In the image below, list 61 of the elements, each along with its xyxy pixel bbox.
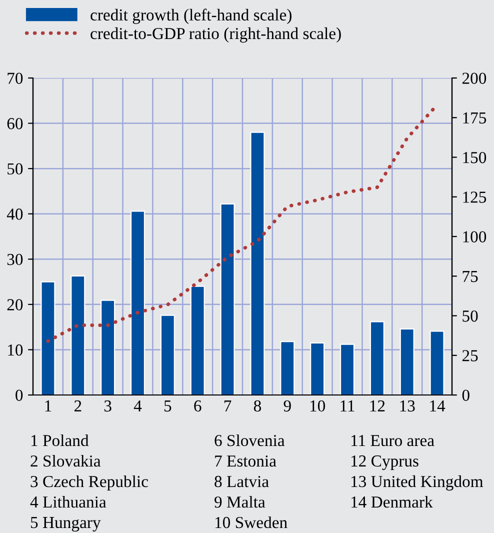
bar [70,275,86,395]
bar [400,328,414,395]
bar [340,344,355,395]
y2-tick-label: 175 [463,112,486,124]
text: 2 Slovakia [30,454,101,467]
bar [310,342,325,395]
text: 4 Lithuania [30,496,106,508]
bar [100,300,116,395]
y2-tick-label: 25 [462,350,478,362]
bar [190,286,205,395]
text: 3 Czech Republic [30,475,148,491]
x-tick-label: 3 [104,400,112,412]
x-tick-label: 14 [430,400,446,412]
x-tick-label: 4 [134,400,142,412]
text: 11 Euro area [351,435,434,446]
text: 8 Latvia [214,476,269,488]
x-tick-label: 10 [310,400,326,412]
x-tick-label: 9 [284,400,291,412]
bar [220,203,235,395]
x-tick-label: 2 [74,400,82,412]
y-tick-label: 0 [16,390,23,401]
y2-tick-label: 200 [462,72,486,84]
bar [430,330,444,395]
text: 7 Estonia [215,455,276,467]
text: 10 Sweden [215,516,288,528]
bar [370,321,384,395]
text: 1 Poland [31,434,89,446]
y-tick-label: 40 [6,208,23,220]
text: 6 Slovenia [214,434,285,446]
text: 5 Hungary [30,517,101,532]
bar [250,132,265,395]
x-tick-label: 11 [340,400,354,412]
y-tick-label: 10 [8,344,23,356]
y-tick-label: 30 [7,254,23,266]
y2-tick-label: 0 [462,390,470,401]
x-tick-label: 13 [400,400,415,412]
legend-label: credit-to-GDP ratio (right-hand scale) [90,27,341,43]
legend-label: credit growth (left-hand scale) [90,8,292,24]
y-tick-label: 60 [7,118,23,130]
text: 12 Cyprus [351,455,418,470]
x-tick-label: 8 [254,400,261,412]
y-tick-label: 50 [8,163,23,175]
x-tick-label: 6 [194,400,202,412]
y2-tick-label: 50 [462,310,478,322]
x-tick-label: 1 [45,400,52,412]
y2-tick-label: 125 [463,192,486,203]
x-tick-label: 5 [164,400,172,412]
bar [280,341,295,395]
text: 9 Malta [214,496,266,508]
text: 14 Denmark [351,496,433,508]
text: 13 United Kingdom [351,475,484,491]
bar [130,210,146,395]
bar [40,281,56,395]
bar [160,314,175,395]
y-tick-label: 20 [7,299,23,310]
x-tick-label: 7 [224,400,232,412]
y2-tick-label: 75 [462,270,478,282]
x-tick-label: 12 [370,400,385,412]
y-tick-label: 70 [8,72,23,84]
y2-tick-label: 100 [463,231,486,242]
y2-tick-label: 150 [463,152,486,164]
